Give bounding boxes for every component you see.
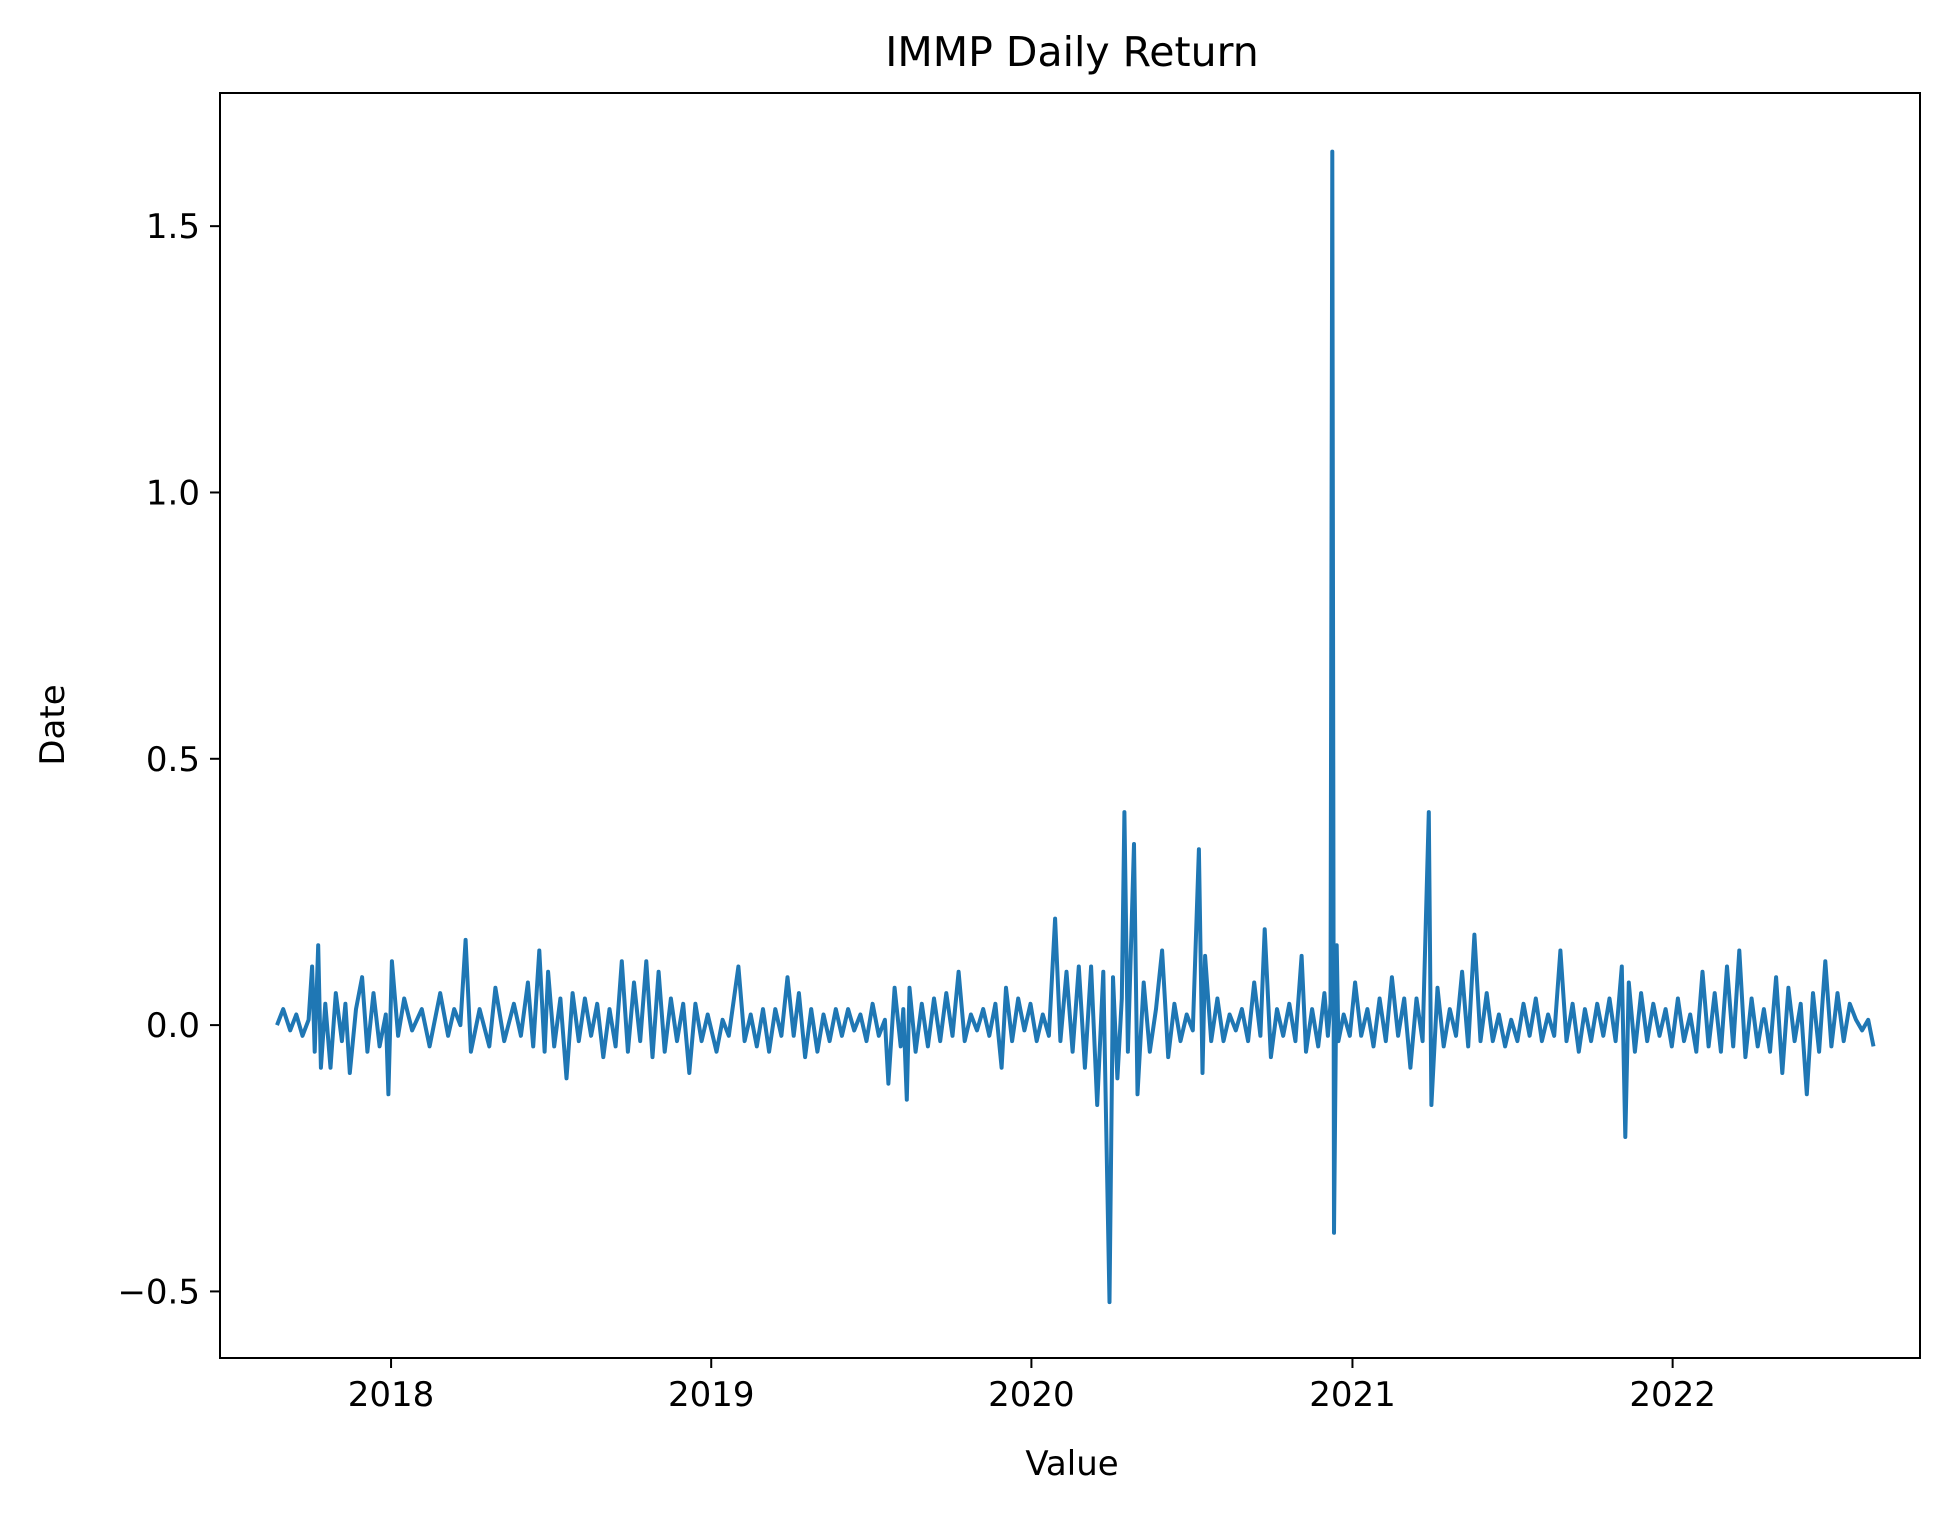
- axes-frame: [219, 92, 1921, 1359]
- x-tick-label: 2020: [988, 1375, 1075, 1415]
- x-tick-label: 2018: [348, 1375, 435, 1415]
- series-line: [275, 149, 1876, 1305]
- chart-title: IMMP Daily Return: [885, 28, 1258, 76]
- x-axis: 2018 2019 2020 2021 2022: [348, 1358, 1716, 1415]
- y-tick-label: 1.0: [146, 473, 200, 513]
- x-tick-label: 2021: [1309, 1375, 1396, 1415]
- y-tick-label: 0.5: [146, 740, 200, 780]
- y-axis: −0.5 0.0 0.5 1.0 1.5: [117, 207, 220, 1312]
- y-tick-label: 1.5: [146, 207, 200, 247]
- plot-area: [275, 149, 1876, 1305]
- y-axis-label: Date: [33, 684, 73, 765]
- x-tick-label: 2019: [668, 1375, 755, 1415]
- x-tick-label: 2022: [1629, 1375, 1716, 1415]
- y-tick-label: −0.5: [117, 1272, 200, 1312]
- x-axis-label: Value: [1025, 1444, 1118, 1484]
- y-tick-label: 0.0: [146, 1006, 200, 1046]
